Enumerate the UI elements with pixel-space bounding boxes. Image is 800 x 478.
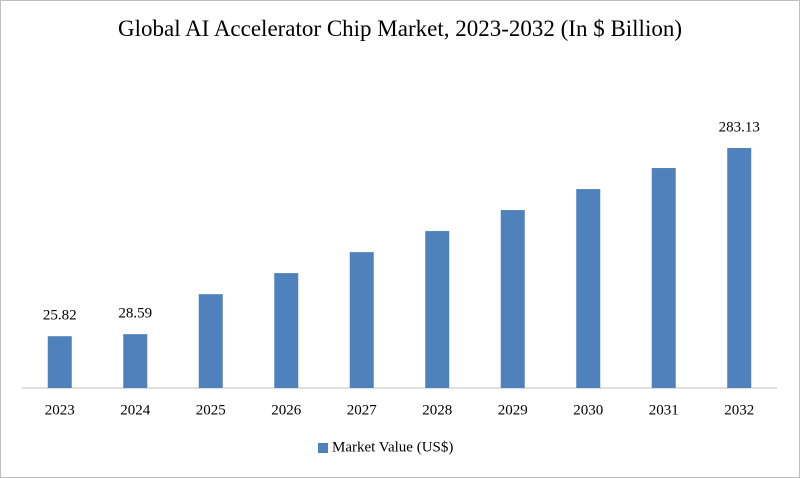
data-label: 25.82 — [43, 308, 77, 324]
bar — [198, 294, 223, 388]
x-tick-label: 2030 — [573, 402, 603, 418]
bar — [500, 210, 525, 388]
x-tick-label: 2026 — [271, 402, 302, 418]
bar — [425, 231, 450, 388]
legend-swatch — [318, 443, 328, 453]
bar — [349, 252, 374, 388]
x-tick-label: 2024 — [120, 402, 151, 418]
legend-label: Market Value (US$) — [332, 439, 453, 455]
x-tick-label: 2025 — [196, 402, 226, 418]
bar — [274, 273, 299, 388]
x-tick-label: 2031 — [649, 402, 679, 418]
bar — [123, 334, 148, 388]
bar — [576, 189, 601, 388]
x-tick-label: 2023 — [45, 402, 75, 418]
data-label: 283.13 — [719, 119, 760, 135]
x-tick-label: 2027 — [347, 402, 378, 418]
bar — [47, 336, 72, 388]
x-tick-label: 2028 — [422, 402, 452, 418]
x-tick-label: 2029 — [498, 402, 528, 418]
bar — [727, 148, 752, 388]
x-tick-label: 2032 — [724, 402, 754, 418]
data-label: 28.59 — [118, 306, 152, 322]
chart-title: Global AI Accelerator Chip Market, 2023-… — [117, 16, 683, 41]
bar — [651, 168, 676, 388]
